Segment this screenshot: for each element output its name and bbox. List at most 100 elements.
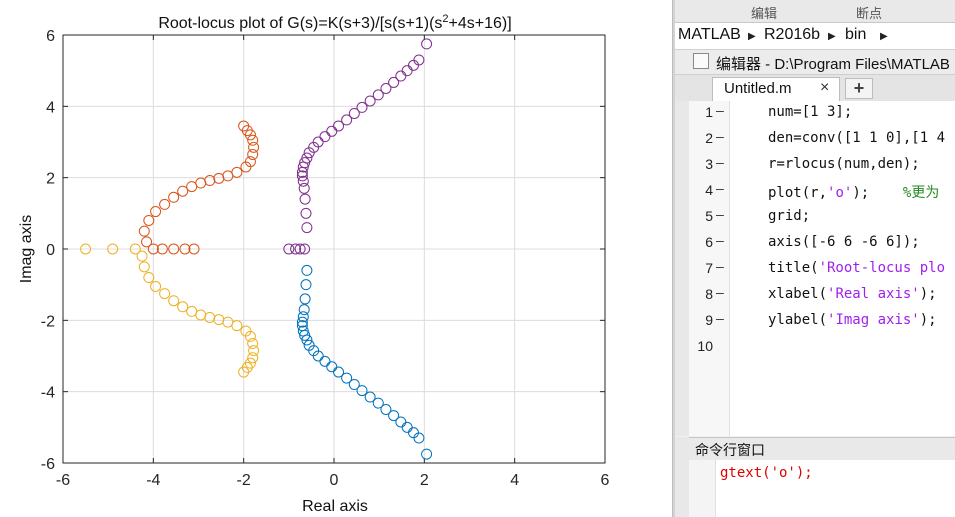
locus-point [141,236,153,248]
tab-untitled[interactable]: Untitled.m × [712,77,840,101]
locus-point [129,243,141,255]
x-tick-label: 2 [420,472,429,489]
toolstrip-edit[interactable]: 编辑 [751,6,778,21]
line-number: 10 [697,338,713,354]
locus-point [138,261,150,273]
locus-point [150,206,162,218]
code-line[interactable]: 9— ylabel('Imag axis'); [689,309,955,335]
close-icon[interactable]: × [820,79,830,96]
locus-point [159,288,171,300]
locus-point [297,311,309,323]
add-tab-button[interactable]: + [845,78,873,99]
locus-point [299,293,311,305]
code-string: 'Imag axis' [827,312,920,328]
breadcrumb-bin[interactable]: bin [845,26,867,43]
x-tick-label: -6 [56,472,70,489]
locus-point [421,448,433,460]
breadcrumb-arrow-icon[interactable]: ▶ [880,31,888,42]
locus-point [147,243,159,255]
code-line[interactable]: 6— axis([-6 6 -6 6]); [689,231,955,257]
command-window-title: 命令行窗口 [695,442,765,458]
locus-point [300,279,312,291]
code-text: plot(r,'o'); %更为 [768,182,939,202]
root-locus-plot: Root-locus plot of G(s)=K(s+3)/[s(s+1)(s… [18,13,610,515]
locus-branch-2 [138,120,260,255]
locus-point [395,70,407,82]
locus-point [238,366,250,378]
ticks: -6 -4 -2 0 2 4 6 6 4 2 0 -2 -4 -6 [41,28,610,489]
line-number: 8 [705,286,713,302]
x-tick-label: 4 [510,472,519,489]
code-text: grid; [768,208,811,224]
command-window[interactable]: gtext('o'); [689,460,955,517]
locus-point [372,89,384,101]
breakpoint-marker: — [716,130,724,145]
locus-point [299,193,311,205]
locus-point [372,397,384,409]
locus-point [319,355,331,367]
code-line[interactable]: 1— num=[1 3]; [689,101,955,127]
line-number: 1 [705,104,713,120]
locus-point [301,152,313,164]
locus-point [297,175,309,187]
locus-point [179,243,191,255]
code-comment: %更为 [902,185,940,201]
line-number: 3 [705,156,713,172]
locus-point [301,334,313,346]
toolstrip-breakpoints[interactable]: 断点 [856,6,883,21]
breakpoint-marker: — [716,182,724,197]
locus-point [364,391,376,403]
locus-point [177,301,189,313]
locus-point [159,198,171,210]
breakpoint-marker: — [716,234,724,249]
code-line[interactable]: 7— title('Root-locus plo [689,257,955,283]
command-gutter [689,460,716,517]
locus-point [364,95,376,107]
plot-title: Root-locus plot of G(s)=K(s+3)/[s(s+1)(s… [158,13,511,32]
locus-point [248,345,260,357]
code-line[interactable]: 8— xlabel('Real axis'); [689,283,955,309]
toolstrip: 编辑 断点 [675,0,955,23]
breakpoint-marker: — [716,260,724,275]
y-tick-label: 2 [46,171,55,188]
code-text: num=[1 3]; [768,104,853,120]
locus-point [395,416,407,428]
code-line[interactable]: 2— den=conv([1 1 0],[1 4 [689,127,955,153]
code-line[interactable]: 10 [689,335,955,361]
breakpoint-marker: — [716,286,724,301]
line-number: 5 [705,208,713,224]
command-window-header: 命令行窗口 [689,437,955,461]
locus-point [168,243,180,255]
code-editor[interactable]: 1— num=[1 3]; 2— den=conv([1 1 0],[1 4 3— r=r… [689,101,955,436]
editor-tabs: Untitled.m × + [675,75,955,102]
editor-title: 编辑器 - D:\Program Files\MATLAB [716,56,950,73]
breadcrumb-matlab[interactable]: MATLAB [678,26,741,43]
line-number: 6 [705,234,713,250]
y-tick-label: 6 [46,28,55,45]
code-segment: ylabel( [768,312,828,328]
breadcrumb-arrow-icon[interactable]: ▶ [828,31,836,42]
code-line[interactable]: 3— r=rlocus(num,den); [689,153,955,179]
code-segment: plot(r, [768,185,828,201]
code-string: 'Real axis' [827,286,920,302]
locus-point [341,372,353,384]
locus-point [168,295,180,307]
locus-point [143,214,155,226]
y-tick-label: 0 [46,242,55,259]
pane-divider[interactable] [672,0,675,517]
code-segment: xlabel( [768,286,828,302]
code-segment: ); [919,286,937,302]
code-line[interactable]: 5— grid; [689,205,955,231]
locus-point [231,166,243,178]
breadcrumb-arrow-icon[interactable]: ▶ [748,31,756,42]
breadcrumb-r2016b[interactable]: R2016b [764,26,821,43]
editor-icon [693,53,709,69]
code-text: title('Root-locus plo [768,260,945,276]
command-left-strip [675,437,689,517]
locus-point [301,222,313,234]
x-tick-label: 6 [601,472,610,489]
locus-point [213,172,225,184]
command-input[interactable]: gtext('o'); [720,465,813,481]
code-line[interactable]: 4— plot(r,'o'); %更为 [689,179,955,205]
locus-point [247,148,259,160]
